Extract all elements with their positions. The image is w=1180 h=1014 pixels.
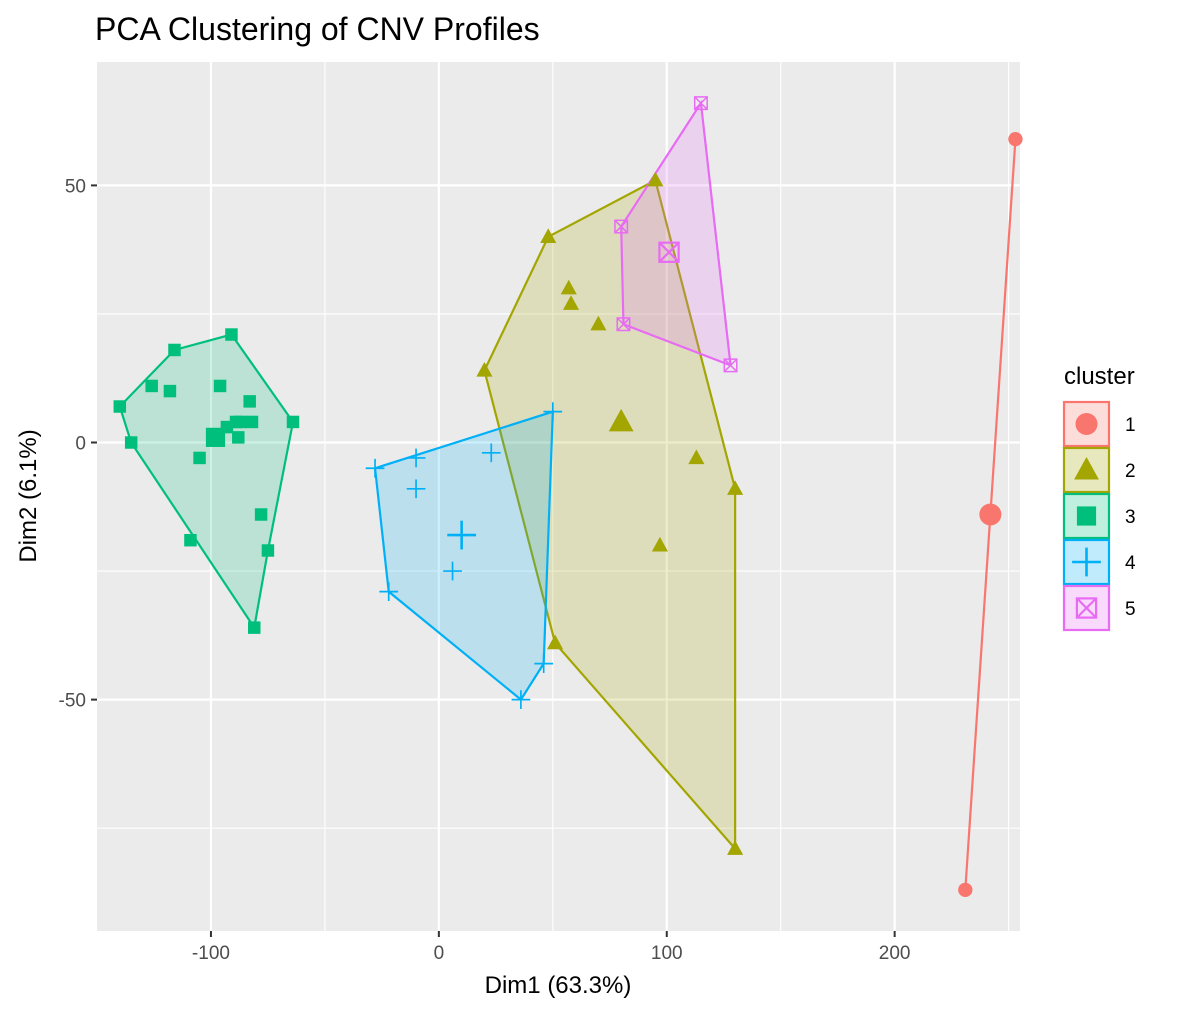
cluster-3-point — [184, 533, 197, 547]
legend: cluster 1 2 3 4 5 — [1062, 363, 1136, 632]
x-tick-label: 200 — [879, 943, 911, 964]
cluster-2-point — [727, 840, 744, 855]
cluster-3-point — [286, 415, 300, 429]
legend-item-1: 1 — [1062, 400, 1136, 448]
cluster-4-point — [543, 402, 563, 422]
y-tick-label: 0 — [75, 434, 86, 455]
cluster-2-point — [727, 480, 744, 495]
cluster-1-point — [958, 882, 973, 898]
cluster-3-point — [124, 436, 138, 449]
x-axis: -100 0 100 200 — [192, 931, 911, 964]
cluster-2-point — [540, 228, 557, 243]
cluster-4-point — [379, 582, 399, 601]
legend-item-3: 3 — [1062, 492, 1136, 540]
x-tick-label: 100 — [651, 943, 683, 964]
cluster-2-point — [562, 295, 580, 310]
cluster-1-center — [979, 503, 1002, 526]
legend-label: 5 — [1125, 599, 1136, 620]
y-tick-label: -50 — [59, 691, 86, 712]
legend-title: cluster — [1064, 363, 1135, 390]
cluster-5-center — [658, 241, 680, 263]
minor-gridlines — [97, 62, 1020, 931]
legend-key-symbol-1 — [1075, 413, 1098, 435]
cluster-4-point — [365, 458, 385, 478]
cluster-2-point — [560, 279, 577, 295]
cluster-3-point — [145, 379, 158, 393]
x-tick-label: 0 — [434, 943, 445, 964]
y-axis: -50 0 50 — [59, 176, 97, 712]
legend-key-symbol-3 — [1076, 506, 1097, 526]
cluster-2-point — [647, 171, 664, 187]
legend-key-symbol-4 — [1072, 547, 1101, 577]
major-gridlines — [97, 62, 1020, 931]
cluster-4-point — [406, 479, 426, 499]
cluster-3-center — [205, 427, 226, 447]
cluster-4-point — [406, 448, 426, 468]
legend-key-symbol-5 — [1075, 597, 1098, 619]
cluster-2-point — [590, 315, 607, 331]
cluster-5-point — [614, 219, 629, 234]
legend-item-2: 2 — [1062, 446, 1136, 494]
cluster-5-point — [616, 317, 631, 332]
cluster-5-point — [723, 358, 738, 373]
legend-item-4: 4 — [1062, 538, 1136, 586]
cluster-2-point — [476, 362, 493, 377]
cluster-5-point — [693, 96, 708, 111]
cluster-3-point — [213, 379, 227, 393]
cluster-2-center — [608, 408, 634, 432]
cluster-2-point — [547, 634, 564, 650]
cluster-1-point — [1008, 131, 1023, 147]
cluster-2-point — [651, 536, 668, 552]
cluster-3-point — [225, 328, 238, 341]
x-tick-label: -100 — [192, 943, 230, 964]
cluster-points — [113, 96, 1023, 898]
cluster-4-point — [481, 443, 501, 463]
cluster-3-point — [113, 400, 127, 413]
cluster-3-point — [261, 544, 275, 557]
cluster-3-point — [168, 343, 181, 357]
cluster-3-point — [163, 384, 177, 398]
cluster-3-point — [245, 415, 259, 429]
cluster-3-point — [232, 431, 245, 444]
cluster-3-point — [254, 508, 268, 521]
cluster-4-point — [443, 561, 462, 581]
legend-label: 3 — [1125, 507, 1136, 528]
y-axis-title: Dim2 (6.1%) — [15, 429, 42, 562]
chart-title: PCA Clustering of CNV Profiles — [95, 11, 540, 47]
legend-label: 4 — [1125, 553, 1136, 574]
cluster-3-point — [243, 395, 256, 408]
cluster-4-hull — [373, 410, 554, 702]
plot-panel — [97, 62, 1020, 931]
cluster-3-point — [193, 451, 206, 465]
cluster-4-center — [447, 520, 477, 550]
x-axis-title: Dim1 (63.3%) — [485, 972, 632, 999]
legend-item-5: 5 — [1062, 584, 1136, 632]
cluster-4-point — [534, 654, 554, 673]
legend-key-symbol-2 — [1074, 456, 1099, 480]
cluster-2-point — [688, 449, 705, 465]
y-tick-label: 50 — [65, 176, 86, 197]
cluster-4-point — [511, 690, 531, 709]
legend-key — [1062, 446, 1111, 494]
legend-label: 2 — [1125, 461, 1136, 482]
cluster-3-point — [248, 621, 261, 634]
legend-label: 1 — [1125, 415, 1136, 436]
